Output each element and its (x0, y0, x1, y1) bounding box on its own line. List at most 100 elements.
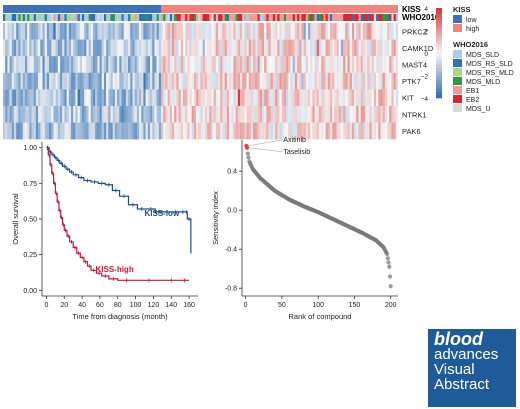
kiss-legend-label: high (466, 26, 479, 33)
heatmap-cell (213, 106, 217, 123)
heatmap-cell (371, 89, 375, 107)
heatmap-cell (49, 89, 52, 107)
heatmap-cell (354, 89, 357, 107)
heatmap-cell (114, 23, 118, 40)
heatmap-cell (334, 39, 337, 57)
heatmap-cell (367, 106, 370, 123)
scatter-y-tick-label: 0.4 (227, 169, 237, 176)
heatmap-cell (49, 72, 52, 90)
heatmap-cell (22, 72, 26, 90)
heatmap-cell (95, 89, 98, 107)
who2016-legend-swatch (453, 59, 462, 67)
heatmap-cell (312, 72, 315, 90)
heatmap-cell (187, 56, 190, 73)
heatmap-cell (224, 56, 228, 73)
heatmap-cell (382, 23, 386, 40)
heatmap-cell (266, 39, 269, 57)
heatmap-cell (272, 56, 276, 73)
who2016-cell (156, 14, 160, 21)
heatmap-cell (213, 39, 217, 57)
heatmap-cell (185, 122, 188, 140)
heatmap-cell (73, 106, 76, 123)
who2016-cell (376, 14, 379, 21)
who2016-cell (272, 14, 276, 21)
heatmap-cell (257, 72, 260, 90)
heatmap-cell (174, 23, 177, 40)
heatmap-cell (53, 122, 56, 140)
heatmap-cell (369, 56, 372, 73)
heatmap-cell (226, 56, 230, 73)
heatmap-cell (27, 122, 30, 140)
heatmap-cell (231, 23, 234, 40)
heatmap-cell (196, 89, 199, 107)
who2016-cell (68, 14, 72, 21)
heatmap-cell (51, 72, 54, 90)
heatmap-cell (233, 72, 236, 90)
heatmap-cell (327, 106, 331, 123)
heatmap-cell (62, 106, 65, 123)
heatmap-cell (312, 23, 315, 40)
heatmap-cell (35, 23, 39, 40)
heatmap-cell (174, 106, 177, 123)
heatmap-cell (97, 89, 100, 107)
heatmap-cell (121, 56, 124, 73)
heatmap-cell (200, 106, 203, 123)
km-x-tick-label: 40 (78, 302, 86, 309)
heatmap-cell (354, 122, 357, 140)
heatmap-cell (3, 72, 6, 90)
heatmap-cell (117, 72, 120, 90)
heatmap-cell (125, 122, 129, 140)
heatmap-cell (13, 72, 17, 90)
heatmap-cell (380, 72, 383, 90)
heatmap-cell (389, 89, 392, 107)
heatmap-cell (231, 122, 234, 140)
heatmap-cell (5, 89, 8, 107)
heatmap-cell (106, 72, 109, 90)
heatmap-cell (9, 23, 12, 40)
heatmap-cell (119, 89, 122, 107)
who2016-cell (53, 14, 56, 21)
heatmap-cell (376, 106, 379, 123)
heatmap-cell (279, 72, 282, 90)
heatmap-cell (77, 89, 81, 107)
heatmap-cell (106, 122, 109, 140)
who2016-cell (314, 14, 318, 21)
heatmap-cell (279, 89, 282, 107)
heatmap-cell (132, 56, 135, 73)
heatmap-cell (13, 39, 17, 57)
heatmap-cell (29, 39, 32, 57)
heatmap-cell (7, 72, 10, 90)
heatmap-cell (218, 72, 221, 90)
who2016-cell (226, 14, 230, 21)
heatmap-cell (237, 122, 241, 140)
heatmap-cell (365, 122, 368, 140)
heatmap-cell (38, 72, 41, 90)
heatmap-cell (389, 72, 392, 90)
who2016-cell (220, 14, 223, 21)
heatmap-cell (62, 72, 65, 90)
heatmap-cell (62, 23, 65, 40)
heatmap-cell (266, 56, 269, 73)
heatmap-cell (286, 89, 289, 107)
heatmap-cell (327, 23, 331, 40)
heatmap-cell (86, 23, 89, 40)
who2016-cell (340, 14, 344, 21)
heatmap-cell (362, 122, 366, 140)
heatmap-cell (64, 122, 67, 140)
badge-line-2: advances (434, 346, 499, 363)
heatmap-cell (319, 122, 322, 140)
heatmap-cell (152, 39, 155, 57)
heatmap-cell (75, 89, 78, 107)
heatmap-cell (360, 23, 364, 40)
heatmap-cell (200, 39, 203, 57)
heatmap-cell (156, 89, 160, 107)
heatmap-cell (33, 23, 37, 40)
who2016-cell (27, 14, 30, 21)
heatmap-cell (229, 89, 232, 107)
heatmap-cell (86, 122, 89, 140)
heatmap-cell (152, 122, 155, 140)
heatmap-cell (139, 39, 142, 57)
heatmap-cell (268, 72, 271, 90)
heatmap-cell (294, 106, 298, 123)
scatter-y-tick-label: 0.0 (227, 208, 237, 215)
